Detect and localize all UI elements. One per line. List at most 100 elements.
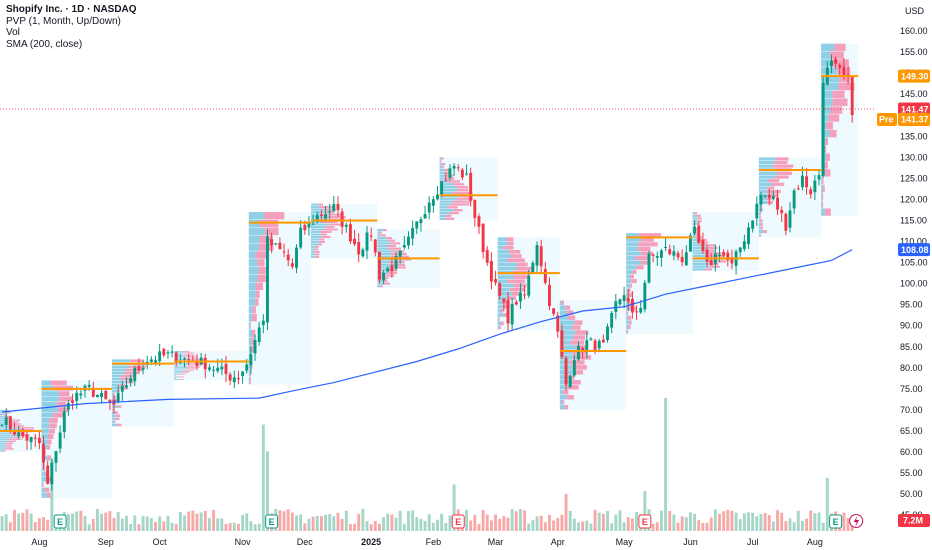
profile-bar-down — [124, 371, 139, 375]
profile-bar-down — [114, 411, 119, 415]
earnings-label: E — [57, 517, 63, 527]
profile-bar-up — [377, 266, 393, 269]
profile-bar-down — [321, 221, 338, 224]
candle-body — [290, 263, 294, 267]
volume-bar — [125, 515, 128, 531]
volume-bar — [411, 510, 415, 531]
profile-bar-up — [559, 330, 576, 335]
volume-bar — [481, 510, 485, 531]
volume-bar — [257, 523, 261, 531]
earnings-marker: E — [638, 514, 652, 529]
volume-bar — [809, 510, 813, 531]
profile-bar-up — [41, 412, 53, 418]
profile-bar-down — [628, 292, 633, 297]
volume-bar — [290, 512, 294, 531]
candle-body — [523, 294, 527, 296]
profile-bar-down — [709, 265, 720, 268]
volume-bar — [659, 510, 663, 531]
candle-body — [203, 357, 207, 370]
volume-bar — [212, 509, 216, 531]
candle-body — [585, 340, 589, 352]
candle-body — [581, 348, 585, 352]
profile-bar-up — [758, 190, 767, 194]
volume-bar — [601, 513, 605, 531]
volume-bar — [75, 511, 79, 531]
x-tick-label: Apr — [551, 537, 565, 547]
premarket-prefix: Pre — [879, 115, 894, 125]
candle-body — [158, 351, 162, 362]
profile-bar-up — [248, 314, 253, 322]
candle-body — [747, 227, 750, 245]
volume-bar — [465, 509, 468, 531]
profile-bar-down — [706, 252, 722, 255]
volume-bar — [348, 524, 352, 531]
volume-bar — [842, 512, 846, 531]
profile-bar-up — [692, 254, 708, 258]
profile-bar-up — [311, 240, 320, 243]
candle-body — [183, 358, 186, 360]
profile-bar-up — [821, 82, 839, 91]
candle-body — [154, 360, 157, 363]
volume-bar — [543, 522, 547, 531]
volume-bar — [154, 521, 157, 531]
volume-tag-bg — [898, 514, 930, 527]
profile-bar-down — [56, 401, 67, 407]
volume-bar — [286, 509, 290, 531]
profile-bar-down — [700, 238, 707, 242]
profile-bar-up — [559, 315, 569, 320]
volume-bar — [91, 518, 95, 531]
time-axis-bg — [0, 533, 932, 550]
volume-bar — [701, 523, 705, 531]
profile-bar-up — [41, 407, 58, 413]
profile-bar-up — [821, 192, 822, 201]
candle-body — [224, 363, 228, 374]
candle-body — [676, 253, 680, 258]
candle-body — [46, 465, 50, 484]
profile-bar-up — [311, 223, 329, 226]
profile-bar-down — [514, 275, 530, 279]
profile-bar-down — [759, 211, 761, 216]
volume-bar — [776, 510, 779, 531]
volume-bar — [0, 516, 4, 531]
profile-bar-down — [444, 168, 450, 172]
volume-bar — [485, 514, 489, 531]
profile-bar-up — [758, 193, 770, 197]
legend-title[interactable]: Shopify Inc. · 1D · NASDAQ — [6, 4, 137, 15]
volume-bar — [299, 514, 303, 531]
volume-bar — [518, 509, 522, 531]
profile-bar-down — [249, 368, 251, 377]
profile-bar-down — [318, 203, 324, 206]
legend-indicator-pvp[interactable]: PVP (1, Month, Up/Down) — [6, 15, 121, 27]
profile-bar-down — [500, 321, 504, 326]
profile-bar-up — [559, 340, 571, 345]
profile-bar-up — [692, 246, 708, 250]
profile-bar-up — [758, 171, 778, 176]
profile-bar-up — [692, 244, 706, 247]
profile-bar-up — [497, 321, 501, 326]
volume-bar — [606, 511, 609, 531]
candle-body — [357, 242, 361, 255]
profile-bar-down — [570, 340, 585, 345]
profile-bar-up — [248, 376, 250, 385]
profile-bar-down — [638, 242, 658, 247]
profile-bar-down — [629, 283, 632, 288]
profile-bar-down — [763, 230, 767, 234]
candle-body — [510, 303, 514, 325]
legend-indicator-vol[interactable]: Vol — [6, 27, 20, 38]
volume-bar — [788, 518, 792, 531]
candle-body — [473, 200, 477, 218]
volume-bar — [498, 518, 502, 531]
candle-body — [373, 239, 377, 253]
volume-bar — [440, 513, 444, 531]
legend-indicator-sma[interactable]: SMA (200, close) — [6, 38, 83, 50]
profile-bar-up — [692, 249, 703, 252]
profile-bar-down — [12, 419, 21, 421]
profile-bar-up — [174, 379, 180, 380]
profile-bar-down — [50, 380, 67, 386]
profile-bar-up — [174, 350, 184, 352]
profile-bar-down — [59, 391, 70, 397]
profile-bar-down — [629, 274, 634, 279]
candle-body — [220, 366, 224, 370]
candle-body — [427, 202, 431, 213]
